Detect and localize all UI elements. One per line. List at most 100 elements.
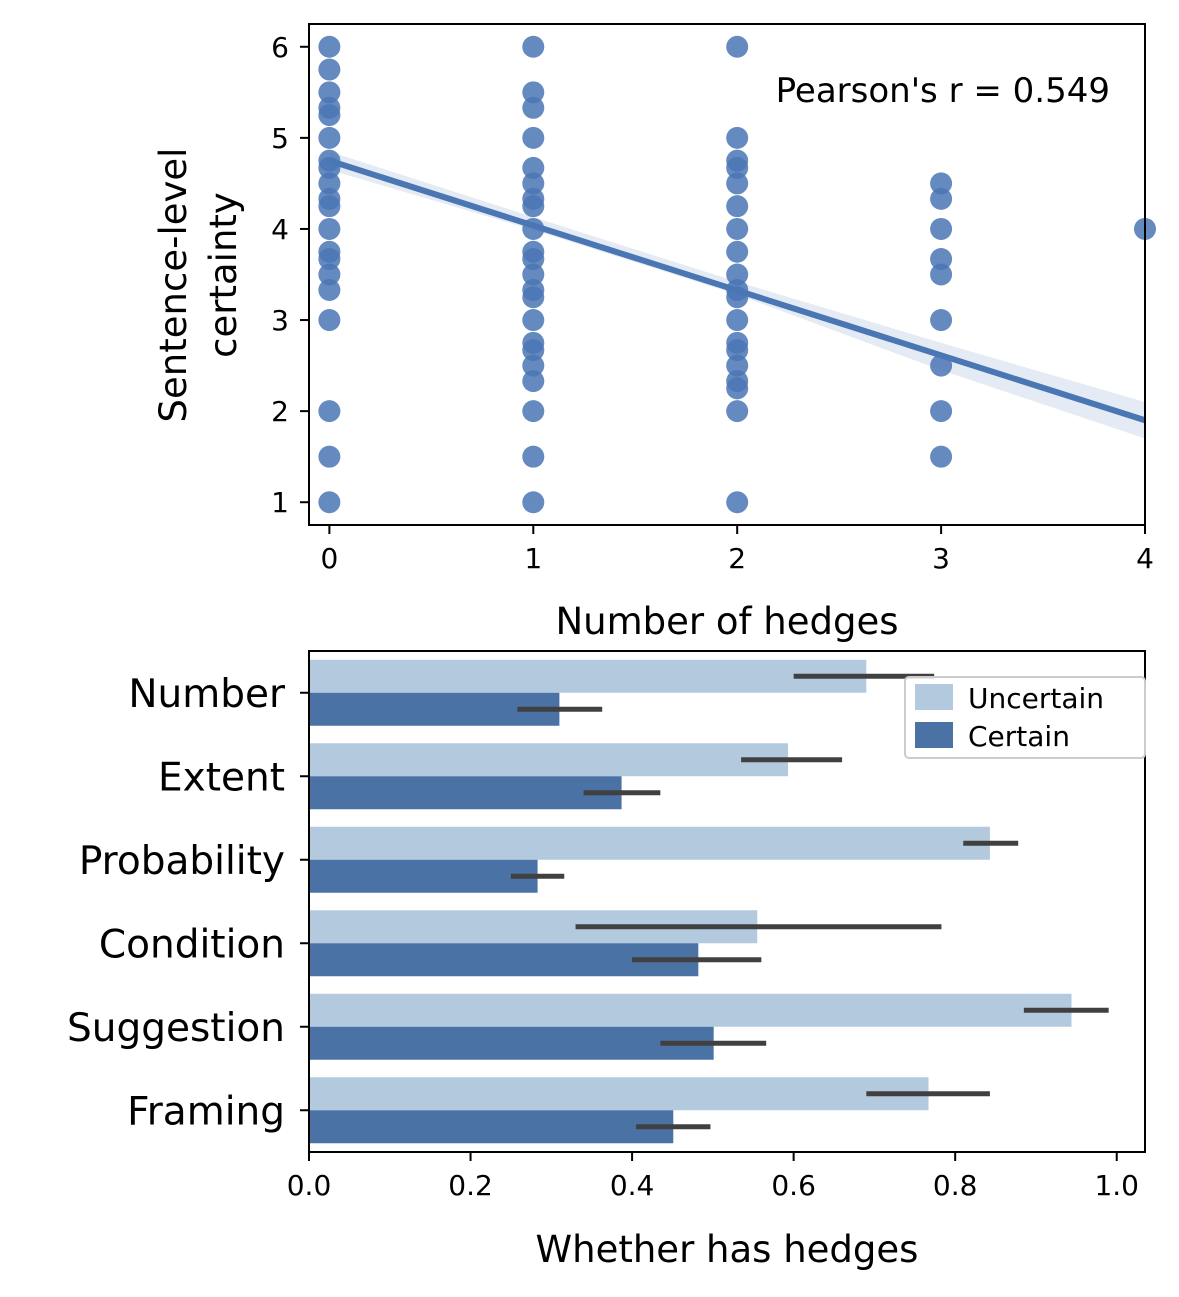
scatter-point: [522, 278, 545, 301]
scatter-point: [726, 331, 749, 354]
scatter-point: [930, 248, 953, 271]
bar-x-axis-label: Whether has hedges: [536, 1228, 919, 1271]
y-tick-label: 6: [271, 31, 289, 64]
scatter-point: [318, 81, 341, 104]
y-tick-label: 4: [271, 213, 289, 246]
x-tick-label: 0: [320, 542, 338, 575]
category-label: Suggestion: [67, 1006, 285, 1051]
scatter-point: [522, 491, 545, 514]
bar-plot-frame: [308, 650, 1146, 1153]
scatter-point: [522, 370, 545, 393]
scatter-point: [726, 172, 749, 195]
scatter-point: [522, 96, 545, 119]
x-tick-label: 0.6: [771, 1169, 816, 1202]
scatter-point: [726, 263, 749, 286]
y-tick-label: 5: [271, 122, 289, 155]
category-label: Probability: [79, 839, 285, 884]
scatter-point: [318, 240, 341, 263]
bar-uncertain-probability: [309, 826, 990, 860]
bar-uncertain-framing: [309, 1077, 929, 1111]
scatter-point: [318, 278, 341, 301]
legend-label-uncertain: Uncertain: [968, 682, 1104, 715]
scatter-point: [930, 445, 953, 468]
scatter-point: [930, 400, 953, 423]
x-tick-label: 2: [728, 542, 746, 575]
scatter-x-ticks: 0 1 2 3 4: [320, 525, 1154, 575]
legend-swatch-uncertain: [915, 684, 953, 710]
scatter-points: [318, 35, 1156, 514]
scatter-point: [318, 126, 341, 149]
scatter-point: [522, 126, 545, 149]
scatter-point: [318, 58, 341, 81]
x-tick-label: 3: [932, 542, 950, 575]
scatter-point: [726, 126, 749, 149]
scatter-plot-frame: [308, 23, 1146, 526]
scatter-point: [726, 149, 749, 172]
scatter-point: [318, 35, 341, 58]
y-tick-label: 1: [271, 486, 289, 519]
bar-category-ticks: Number Extent Probability Condition Suggesti…: [67, 672, 309, 1134]
scatter-x-axis-label: Number of hedges: [555, 600, 898, 643]
scatter-point: [318, 309, 341, 332]
legend-label-certain: Certain: [968, 720, 1070, 753]
x-tick-label: 0.8: [933, 1169, 978, 1202]
scatter-point: [522, 445, 545, 468]
category-label: Condition: [99, 922, 285, 967]
scatter-point: [930, 217, 953, 240]
scatter-point: [726, 354, 749, 377]
scatter-point: [318, 172, 341, 195]
x-tick-label: 0.0: [287, 1169, 332, 1202]
category-label: Number: [128, 672, 286, 717]
scatter-point: [522, 172, 545, 195]
bar-certain-framing: [309, 1110, 674, 1144]
scatter-point: [318, 400, 341, 423]
y-tick-label: 2: [271, 395, 289, 428]
category-label: Extent: [158, 755, 285, 800]
scatter-point: [930, 309, 953, 332]
scatter-point: [522, 354, 545, 377]
scatter-point: [726, 309, 749, 332]
scatter-point: [726, 195, 749, 218]
bar-chart: 0.0 0.2 0.4 0.6 0.8 1.0 Number Extent Probabili…: [67, 650, 1146, 1271]
scatter-point: [318, 263, 341, 286]
pearson-annotation: Pearson's r = 0.549: [776, 71, 1110, 111]
scatter-y-axis-label-line-2: certainty: [202, 192, 245, 358]
bar-uncertain-number: [309, 659, 867, 693]
y-tick-label: 3: [271, 304, 289, 337]
legend-box: [904, 676, 1146, 759]
regression-line: [328, 157, 1146, 424]
bar-uncertain-extent: [309, 743, 788, 777]
scatter-point: [930, 263, 953, 286]
bar-certain-suggestion: [309, 1026, 714, 1060]
bar-uncertain-suggestion: [309, 993, 1072, 1027]
scatter-point: [930, 172, 953, 195]
scatter-point: [726, 35, 749, 58]
scatter-point: [726, 400, 749, 423]
scatter-point: [522, 240, 545, 263]
scatter-y-ticks: 1 2 3 4 5 6: [271, 31, 309, 519]
x-tick-label: 0.2: [448, 1169, 493, 1202]
scatter-point: [522, 400, 545, 423]
scatter-point: [318, 187, 341, 210]
scatter-point: [930, 187, 953, 210]
scatter-point: [522, 331, 545, 354]
scatter-point: [726, 240, 749, 263]
scatter-point: [522, 81, 545, 104]
scatter-point: [318, 217, 341, 240]
scatter-point: [318, 96, 341, 119]
scatter-point: [522, 309, 545, 332]
x-tick-label: 4: [1136, 542, 1154, 575]
legend-swatch-certain: [915, 722, 953, 748]
scatter-point: [522, 35, 545, 58]
bar-x-ticks: 0.0 0.2 0.4 0.6 0.8 1.0: [287, 1152, 1139, 1202]
regression-line-layer: [328, 157, 1146, 424]
legend: Uncertain Certain: [904, 676, 1146, 759]
scatter-point: [726, 217, 749, 240]
x-tick-label: 1.0: [1094, 1169, 1139, 1202]
bar-certain-probability: [309, 859, 538, 893]
scatter-point: [522, 263, 545, 286]
scatter-point: [726, 370, 749, 393]
scatter-point: [522, 187, 545, 210]
